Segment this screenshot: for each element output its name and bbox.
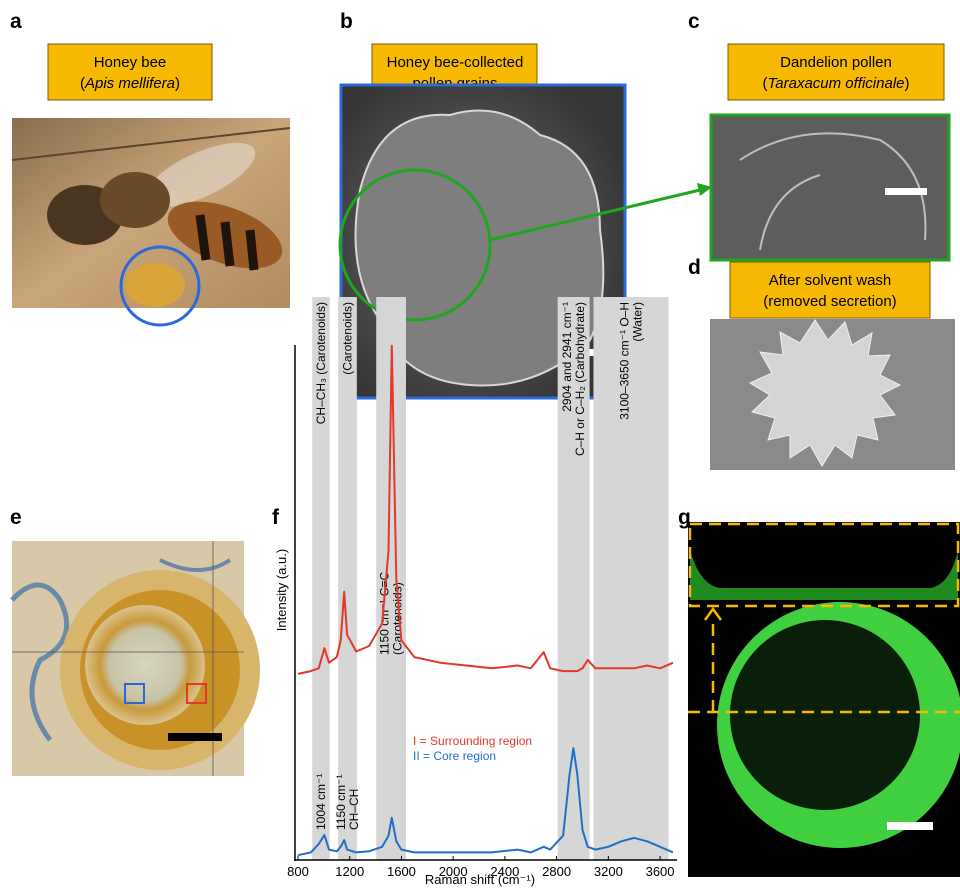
label-text: (Taraxacum officinale) [762, 75, 909, 92]
x-tick-label: 1600 [387, 864, 416, 879]
label-text: Honey bee [94, 54, 167, 71]
label-part: Apis mellifera [84, 75, 175, 92]
legend-entry: I = Surrounding region [413, 734, 532, 748]
panel-letter: c [688, 10, 700, 33]
y-axis-label: Intensity (a.u.) [274, 549, 289, 631]
panel-letter: d [688, 256, 701, 279]
band-label: C–H or C–H₂ (Carbohydrate) [573, 302, 587, 456]
panel-letter: a [10, 10, 22, 33]
band-label: 1150 cm⁻¹ [334, 775, 348, 830]
x-tick-label: 2800 [542, 864, 571, 879]
x-tick-label: 1200 [335, 864, 364, 879]
label-part: ) [905, 75, 910, 92]
label-text: (Apis mellifera) [80, 75, 180, 92]
x-tick-label: 3200 [594, 864, 623, 879]
x-axis-label: Raman shift (cm⁻¹) [425, 872, 535, 887]
panel-letter: e [10, 506, 22, 529]
band-label: CH–CH [347, 789, 361, 830]
label-text: After solvent wash [769, 272, 892, 289]
micrograph [12, 541, 260, 776]
x-tick-label: 800 [287, 864, 309, 879]
panel-letter: b [340, 10, 353, 33]
label-text: Dandelion pollen [780, 54, 892, 71]
sem-washed [710, 319, 955, 470]
label-part: Taraxacum officinale [767, 75, 904, 92]
band-label: 1004 cm⁻¹ [314, 774, 328, 830]
legend-entry: II = Core region [413, 749, 496, 763]
label-part: ) [175, 75, 180, 92]
band-label: 2904 and 2941 cm⁻¹ [560, 302, 574, 412]
x-tick-label: 3600 [646, 864, 675, 879]
band-label: (Carotenoids) [340, 302, 354, 375]
band-label: (Water) [630, 302, 644, 342]
figure: a Honey bee (Apis mellifera) b Honey bee… [0, 0, 960, 889]
sem-zoom [711, 115, 949, 260]
band-label: CH–CH₃ (Carotenoids) [314, 302, 328, 424]
label-text: Honey bee-collected [387, 54, 524, 71]
panel-letter: f [272, 506, 280, 529]
label-text: (removed secretion) [763, 293, 896, 310]
bee-photo [12, 118, 291, 325]
band-label: 3100–3650 cm⁻¹ O–H [617, 302, 631, 420]
confocal-image [688, 522, 960, 877]
